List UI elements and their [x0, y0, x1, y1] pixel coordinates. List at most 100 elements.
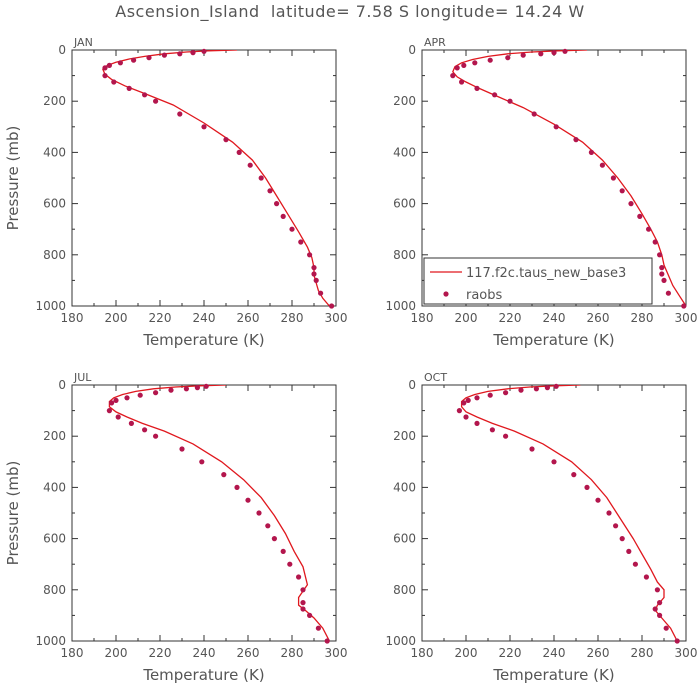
panel-label: APR	[424, 36, 446, 49]
raobs-point	[203, 383, 209, 389]
x-tick-label: 220	[499, 646, 522, 660]
raobs-point	[177, 51, 183, 57]
raobs-point	[190, 50, 196, 56]
x-axis-label: Temperature (K)	[142, 331, 264, 349]
raobs-point	[619, 536, 625, 542]
raobs-point	[533, 386, 540, 392]
x-tick-label: 200	[105, 646, 128, 660]
raobs-point	[201, 48, 207, 54]
y-tick-label: 600	[43, 532, 66, 546]
raobs-point	[124, 395, 130, 401]
raobs-point	[300, 606, 306, 612]
raobs-point	[456, 408, 462, 414]
raobs-point	[300, 587, 306, 593]
x-tick-label: 280	[281, 646, 304, 660]
y-tick-label: 600	[393, 197, 416, 211]
raobs-point	[652, 606, 658, 612]
raobs-point	[487, 57, 493, 63]
x-tick-label: 180	[61, 646, 84, 660]
raobs-point	[529, 446, 535, 452]
raobs-point	[531, 111, 537, 117]
raobs-point	[256, 510, 262, 516]
raobs-point	[503, 433, 509, 439]
raobs-point	[128, 420, 134, 426]
x-tick-label: 240	[543, 646, 566, 660]
raobs-point	[665, 290, 672, 296]
raobs-point	[131, 57, 137, 63]
raobs-point	[659, 271, 665, 277]
raobs-point	[538, 51, 544, 57]
raobs-point	[280, 213, 286, 219]
raobs-point	[201, 124, 207, 130]
plot-frame	[421, 384, 687, 642]
raobs-point	[106, 408, 112, 414]
panel-oct: 180 200 220 240 260 280 300 0 200 400 600 800 1000 OC…	[385, 371, 697, 684]
raobs-point	[221, 472, 227, 478]
raobs-point	[298, 239, 304, 245]
raobs-point	[599, 162, 606, 168]
panel-label: OCT	[424, 371, 447, 384]
raobs-point	[183, 386, 189, 392]
raobs-point	[311, 265, 317, 271]
raobs-point	[313, 277, 319, 283]
x-tick-label: 260	[237, 646, 260, 660]
y-tick-label: 1000	[385, 634, 416, 648]
y-axis-label: Pressure (mb)	[4, 126, 22, 231]
y-tick-label: 800	[393, 248, 416, 262]
model-profile-line	[102, 50, 330, 306]
raobs-point	[595, 497, 601, 503]
y-tick-label: 1000	[385, 299, 416, 313]
y-tick-label: 0	[58, 378, 66, 392]
raobs-point	[161, 52, 167, 58]
x-tick-label: 240	[543, 311, 566, 325]
legend-entry-label: raobs	[466, 288, 503, 303]
raobs-point	[674, 638, 680, 644]
raobs-point	[619, 188, 625, 194]
x-tick-label: 300	[325, 311, 348, 325]
raobs-point	[459, 79, 465, 85]
raobs-point	[111, 79, 117, 85]
y-tick-label: 0	[408, 378, 416, 392]
raobs-point	[657, 600, 663, 606]
raobs-point	[106, 62, 112, 68]
raobs-point	[551, 459, 557, 465]
y-tick-label: 400	[393, 145, 416, 159]
raobs-point	[265, 523, 271, 529]
raobs-point	[146, 55, 152, 61]
raobs-point	[584, 484, 590, 490]
raobs-point	[142, 92, 148, 98]
legend-entry-label: 117.f2c.taus_new_base3	[466, 266, 626, 281]
x-tick-label: 280	[631, 646, 654, 660]
raobs-point	[474, 420, 480, 426]
raobs-point	[102, 65, 108, 71]
x-tick-label: 220	[499, 311, 522, 325]
raobs-point	[271, 536, 277, 542]
y-tick-label: 800	[393, 583, 416, 597]
raobs-point	[137, 392, 143, 398]
panel-apr: 180 200 220 240 260 280 300 0 200 400 600 800 1000 AP…	[385, 36, 697, 349]
raobs-point	[637, 213, 643, 219]
x-tick-label: 280	[281, 311, 304, 325]
raobs-point	[450, 73, 456, 79]
raobs-point	[553, 124, 559, 130]
x-tick-label: 180	[411, 311, 434, 325]
raobs-point	[113, 397, 119, 403]
raobs-point	[659, 265, 665, 271]
legend-box	[423, 257, 653, 305]
y-axis-label: Pressure (mb)	[4, 461, 22, 566]
y-tick-label: 600	[393, 532, 416, 546]
panel-jul: 180 200 220 240 260 280 300 0 200 400 600 800 1000 JU…	[4, 371, 347, 684]
plot-frame	[71, 384, 337, 642]
panel-jan: 180 200 220 240 260 280 300 0 200 400 600 800 1000 JA…	[4, 36, 347, 349]
x-tick-label: 260	[587, 311, 610, 325]
raobs-point	[315, 625, 321, 631]
raobs-point	[489, 427, 495, 433]
raobs-point	[661, 277, 667, 283]
y-tick-label: 400	[43, 145, 66, 159]
y-tick-label: 600	[43, 197, 66, 211]
raobs-point	[518, 387, 524, 393]
raobs-point	[461, 62, 467, 68]
raobs-point	[300, 600, 306, 606]
raobs-point	[562, 48, 568, 54]
